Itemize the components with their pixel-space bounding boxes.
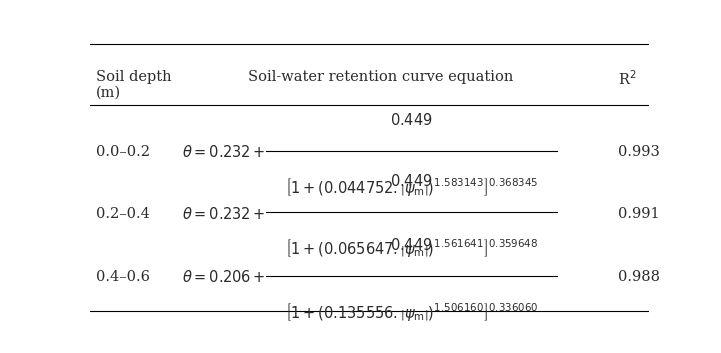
Text: $\left[1 + \left(0.135556.\left|\psi_{\rm m}\right|\right)^{1.506160}\right]^{0.: $\left[1 + \left(0.135556.\left|\psi_{\r… bbox=[285, 301, 538, 323]
Text: $\left[1 + \left(0.065647.\left|\psi_{\rm m}\right|\right)^{1.561641}\right]^{0.: $\left[1 + \left(0.065647.\left|\psi_{\r… bbox=[285, 237, 538, 259]
Text: $0.449$: $0.449$ bbox=[390, 237, 433, 253]
Text: 0.993: 0.993 bbox=[618, 145, 660, 160]
Text: 0.0–0.2: 0.0–0.2 bbox=[96, 145, 150, 160]
Text: $\theta = 0.232 +$: $\theta = 0.232 +$ bbox=[182, 205, 266, 222]
Text: R$^2$: R$^2$ bbox=[618, 70, 637, 88]
Text: 0.4–0.6: 0.4–0.6 bbox=[96, 270, 150, 285]
Text: 0.2–0.4: 0.2–0.4 bbox=[96, 207, 149, 221]
Text: 0.991: 0.991 bbox=[618, 207, 660, 221]
Text: Soil depth
(m): Soil depth (m) bbox=[96, 70, 172, 100]
Text: $0.449$: $0.449$ bbox=[390, 112, 433, 128]
Text: $\theta = 0.206 +$: $\theta = 0.206 +$ bbox=[182, 269, 266, 286]
Text: $\theta = 0.232 +$: $\theta = 0.232 +$ bbox=[182, 144, 266, 161]
Text: 0.988: 0.988 bbox=[618, 270, 660, 285]
Text: Soil-water retention curve equation: Soil-water retention curve equation bbox=[248, 70, 513, 84]
Text: $\left[1 + \left(0.044752.\left|\psi_{\rm m}\right|\right)^{1.583143}\right]^{0.: $\left[1 + \left(0.044752.\left|\psi_{\r… bbox=[285, 175, 538, 198]
Text: $0.449$: $0.449$ bbox=[390, 173, 433, 189]
